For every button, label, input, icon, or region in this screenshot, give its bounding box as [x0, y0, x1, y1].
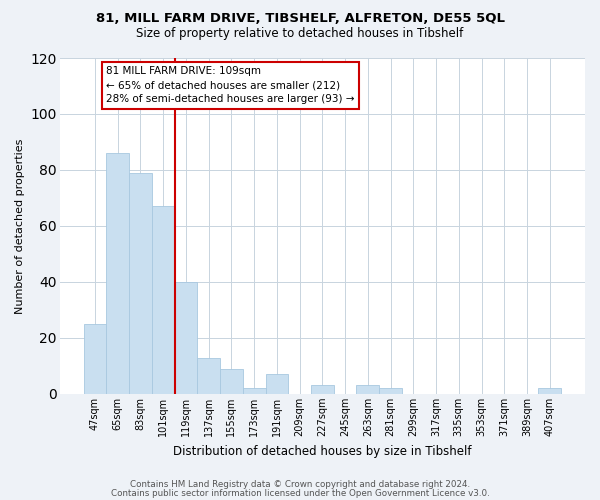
Text: 81 MILL FARM DRIVE: 109sqm
← 65% of detached houses are smaller (212)
28% of sem: 81 MILL FARM DRIVE: 109sqm ← 65% of deta…	[106, 66, 355, 104]
Bar	[106, 153, 129, 394]
Bar	[311, 386, 334, 394]
Bar	[379, 388, 402, 394]
Text: 81, MILL FARM DRIVE, TIBSHELF, ALFRETON, DE55 5QL: 81, MILL FARM DRIVE, TIBSHELF, ALFRETON,…	[95, 12, 505, 26]
Y-axis label: Number of detached properties: Number of detached properties	[15, 138, 25, 314]
Bar	[538, 388, 561, 394]
Bar	[197, 358, 220, 394]
Text: Size of property relative to detached houses in Tibshelf: Size of property relative to detached ho…	[136, 28, 464, 40]
Bar	[152, 206, 175, 394]
Bar	[266, 374, 288, 394]
X-axis label: Distribution of detached houses by size in Tibshelf: Distribution of detached houses by size …	[173, 444, 472, 458]
Bar	[175, 282, 197, 394]
Bar	[243, 388, 266, 394]
Text: Contains HM Land Registry data © Crown copyright and database right 2024.: Contains HM Land Registry data © Crown c…	[130, 480, 470, 489]
Bar	[356, 386, 379, 394]
Bar	[220, 368, 243, 394]
Bar	[83, 324, 106, 394]
Bar	[129, 173, 152, 394]
Text: Contains public sector information licensed under the Open Government Licence v3: Contains public sector information licen…	[110, 489, 490, 498]
